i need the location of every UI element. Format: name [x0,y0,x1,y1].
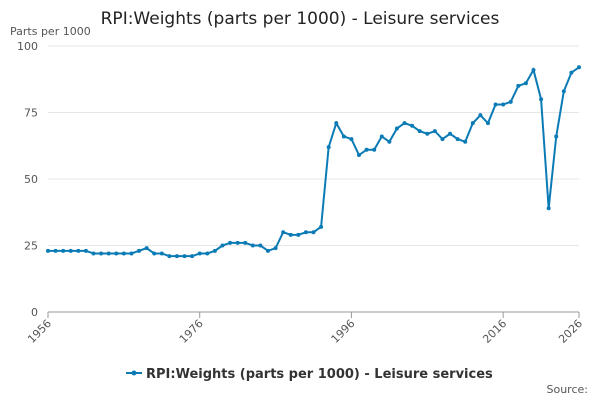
point [326,145,331,150]
point [258,243,263,248]
point [546,206,551,211]
point [508,99,513,104]
point [83,248,88,253]
point [539,97,544,102]
point [303,230,308,235]
point [569,70,574,75]
y-axis-label: Parts per 1000 [10,25,91,38]
point [99,251,104,256]
point [68,248,73,253]
point [523,81,528,86]
point [425,131,430,136]
point [341,134,346,139]
point [114,251,119,256]
point [190,254,195,259]
point [152,251,157,256]
point [364,147,369,152]
y-tick-label: 0 [31,306,38,319]
point [349,137,354,142]
x-tick-label: 1996 [329,317,358,346]
point [137,248,142,253]
point [205,251,210,256]
legend-marker [131,370,137,376]
point [53,248,58,253]
chart-title: RPI:Weights (parts per 1000) - Leisure s… [101,9,500,29]
point [319,224,324,229]
point [106,251,111,256]
point [144,246,149,251]
point [387,139,392,144]
point [288,232,293,237]
point [432,129,437,134]
point [410,123,415,128]
point [281,230,286,235]
line [48,66,580,258]
point [129,251,134,256]
y-tick-label: 25 [24,240,38,253]
point [296,232,301,237]
point [76,248,81,253]
x-tick-label: 2016 [480,317,509,346]
point [531,67,536,72]
point [493,102,498,107]
point [91,251,96,256]
y-tick-label: 100 [17,40,38,53]
point [501,102,506,107]
point [46,248,50,253]
point [273,246,278,251]
point [212,248,217,253]
point [379,134,384,139]
point [417,129,422,134]
point [61,248,66,253]
point [516,83,521,88]
point [455,137,460,142]
point [334,121,339,126]
point [554,134,559,139]
point [197,251,202,256]
point [235,240,240,245]
legend-label: RPI:Weights (parts per 1000) - Leisure s… [146,367,493,382]
point [478,113,483,118]
point [440,137,445,142]
point [394,126,399,131]
point [228,240,233,245]
point [372,147,377,152]
x-tick-label: 2026 [556,317,585,346]
point [448,131,453,136]
point [577,65,581,70]
point [182,254,187,259]
y-tick-label: 75 [24,107,38,120]
point [485,121,490,126]
x-tick-label: 1956 [25,317,54,346]
source: Source: [547,383,589,396]
point [220,243,225,248]
point [121,251,126,256]
y-tick-label: 50 [24,173,38,186]
point [174,254,179,259]
point [402,121,407,126]
point [167,254,172,259]
point [250,243,255,248]
point [470,121,475,126]
point [243,240,248,245]
x-tick-label: 1976 [177,317,206,346]
point [159,251,164,256]
point [561,89,566,94]
point [463,139,468,144]
point [311,230,316,235]
point [357,153,362,158]
point [265,248,270,253]
